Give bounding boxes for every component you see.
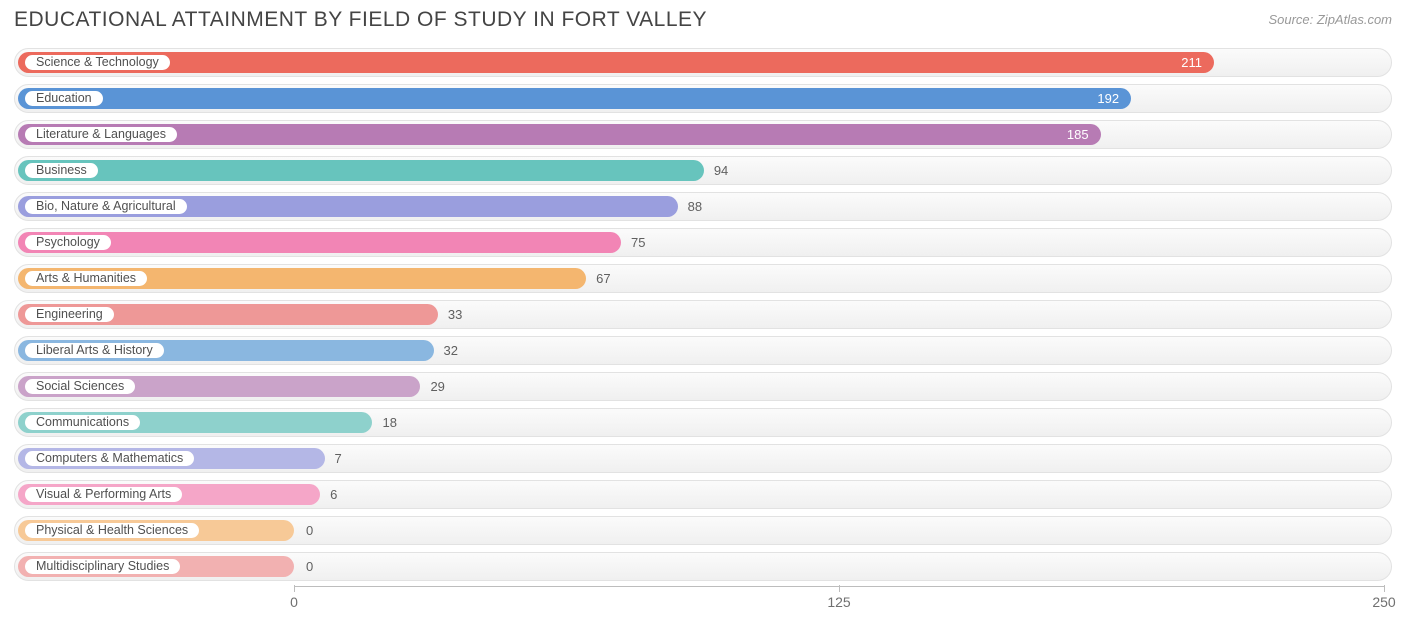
bar-row: Computers & Mathematics 7 [14, 442, 1392, 475]
bar-value: 192 [1095, 90, 1121, 107]
axis-tick [294, 585, 295, 592]
bar-value: 0 [304, 558, 315, 575]
bar-value: 32 [442, 342, 460, 359]
bar-value: 7 [333, 450, 344, 467]
bar-label: Engineering [25, 307, 114, 322]
bar-fill [18, 124, 1101, 145]
bar-label: Literature & Languages [25, 127, 177, 142]
bars-area: Science & Technology 211 Education 192 Liter… [14, 46, 1392, 583]
bar-label: Psychology [25, 235, 111, 250]
bar-row: Engineering 33 [14, 298, 1392, 331]
bar-label: Physical & Health Sciences [25, 523, 199, 538]
bar-label: Liberal Arts & History [25, 343, 164, 358]
bar-row: Business 94 [14, 154, 1392, 187]
bar-row: Psychology 75 [14, 226, 1392, 259]
axis-tick [1384, 585, 1385, 592]
bar-value: 211 [1179, 54, 1204, 71]
bar-row: Literature & Languages 185 [14, 118, 1392, 151]
bar-value: 6 [328, 486, 339, 503]
bar-value: 75 [629, 234, 647, 251]
bar-label: Visual & Performing Arts [25, 487, 182, 502]
bar-row: Bio, Nature & Agricultural 88 [14, 190, 1392, 223]
bar-label: Bio, Nature & Agricultural [25, 199, 187, 214]
bar-row: Visual & Performing Arts 6 [14, 478, 1392, 511]
bar-row: Education 192 [14, 82, 1392, 115]
bar-value: 94 [712, 162, 730, 179]
bar-label: Social Sciences [25, 379, 135, 394]
axis-tick-label: 125 [827, 594, 850, 610]
bar-value: 67 [594, 270, 612, 287]
bar-row: Science & Technology 211 [14, 46, 1392, 79]
chart-header: EDUCATIONAL ATTAINMENT BY FIELD OF STUDY… [14, 8, 1392, 32]
axis-tick-label: 0 [290, 594, 298, 610]
chart-container: EDUCATIONAL ATTAINMENT BY FIELD OF STUDY… [0, 0, 1406, 631]
bar-label: Arts & Humanities [25, 271, 147, 286]
bar-fill [18, 52, 1214, 73]
axis-tick [839, 585, 840, 592]
bar-label: Communications [25, 415, 140, 430]
bar-label: Computers & Mathematics [25, 451, 194, 466]
axis-tick-label: 250 [1372, 594, 1395, 610]
bar-label: Education [25, 91, 103, 106]
source-attribution: Source: ZipAtlas.com [1268, 12, 1392, 27]
bar-value: 88 [686, 198, 704, 215]
bar-row: Liberal Arts & History 32 [14, 334, 1392, 367]
bar-row: Multidisciplinary Studies 0 [14, 550, 1392, 583]
x-axis: 0 125 250 [14, 586, 1392, 614]
bar-label: Multidisciplinary Studies [25, 559, 180, 574]
bar-value: 29 [428, 378, 446, 395]
bar-label: Business [25, 163, 98, 178]
bar-label: Science & Technology [25, 55, 170, 70]
bar-row: Social Sciences 29 [14, 370, 1392, 403]
bar-value: 18 [380, 414, 398, 431]
bar-row: Physical & Health Sciences 0 [14, 514, 1392, 547]
bar-fill [18, 88, 1131, 109]
bar-value: 33 [446, 306, 464, 323]
bar-value: 185 [1065, 126, 1091, 143]
bar-row: Arts & Humanities 67 [14, 262, 1392, 295]
bar-row: Communications 18 [14, 406, 1392, 439]
bar-value: 0 [304, 522, 315, 539]
chart-title: EDUCATIONAL ATTAINMENT BY FIELD OF STUDY… [14, 8, 707, 32]
bar-fill [18, 160, 704, 181]
